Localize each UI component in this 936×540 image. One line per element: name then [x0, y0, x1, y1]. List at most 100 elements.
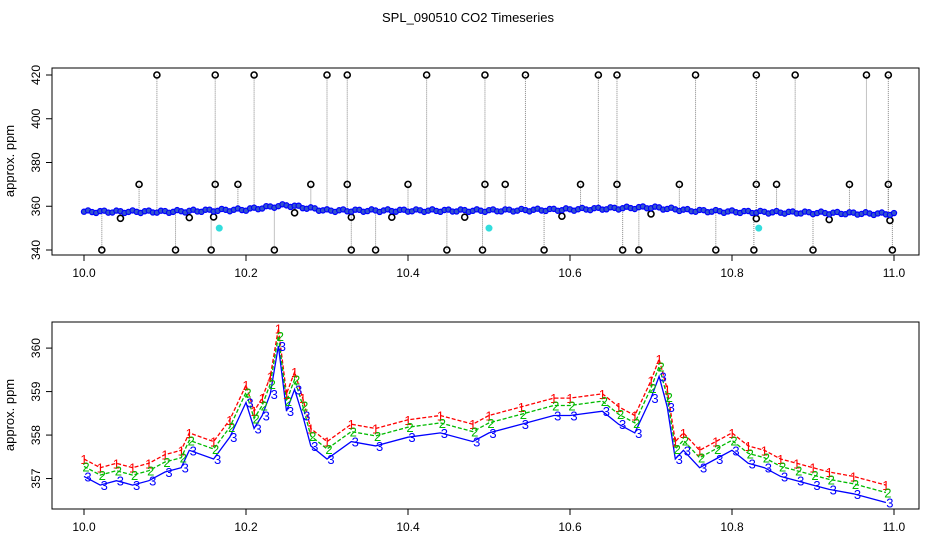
- bottom-x-tick-label: 11.0: [883, 520, 906, 534]
- series-2-marker: 2: [779, 459, 786, 474]
- series-3-marker: 3: [84, 469, 91, 484]
- series-2-marker: 2: [666, 390, 673, 405]
- series-3-marker: 3: [684, 443, 691, 458]
- series-2-marker: 2: [471, 425, 478, 440]
- series-3-marker: 3: [749, 456, 756, 471]
- bottom-axes: 10.0 10.2 10.4 10.6 10.8 11.0 357 358 359 360: [29, 338, 906, 534]
- bottom-x-tick-label: 10.2: [234, 520, 258, 534]
- series-3-marker: 3: [263, 409, 270, 424]
- series-2-marker: 2: [884, 485, 891, 500]
- mid-spike-point: [404, 180, 412, 189]
- near-baseline-point: [185, 213, 194, 222]
- series-2-marker: 2: [633, 416, 640, 431]
- series-3-marker: 3: [230, 430, 237, 445]
- series-1-marker: 1: [469, 417, 476, 432]
- low-spike-point: [98, 246, 106, 254]
- series-2-marker: 2: [601, 394, 608, 409]
- high-spike-point: [791, 71, 799, 79]
- low-spike-point: [711, 246, 720, 254]
- top-x-tick-label: 10.8: [720, 266, 744, 280]
- series-1-marker: 1: [178, 443, 185, 458]
- series-1-marker: 1: [97, 461, 104, 476]
- series-1-marker: 1: [291, 365, 298, 380]
- bottom-x-tick-label: 10.8: [720, 520, 744, 534]
- high-spike-point: [862, 71, 871, 79]
- series-3-marker: 3: [254, 422, 261, 437]
- near-baseline-point: [460, 213, 469, 221]
- series-2-marker: 2: [350, 425, 357, 440]
- series-2-marker: 2: [252, 412, 259, 427]
- series-3-marker: 3: [246, 395, 253, 410]
- series-1-marker: 1: [615, 400, 622, 415]
- series-3-marker: 3: [182, 461, 189, 476]
- low-spike-point: [809, 246, 817, 254]
- series-3-marker: 3: [489, 426, 496, 441]
- mid-spike-point: [675, 180, 684, 189]
- series-2-marker: 2: [439, 416, 446, 431]
- series-2-marker: 2: [277, 329, 284, 344]
- series-3-marker: 3: [441, 426, 448, 441]
- series-3-marker: 3: [214, 452, 221, 467]
- series-2-marker: 2: [828, 472, 835, 487]
- top-x-tick-label: 10.2: [234, 266, 258, 280]
- mid-spike-point: [884, 180, 893, 189]
- top-x-tick-label: 10.0: [72, 266, 96, 280]
- series-3-marker: 3: [327, 452, 334, 467]
- series-2-marker: 2: [82, 459, 89, 474]
- series-1-line: [83, 328, 887, 486]
- series-1-marker: 1: [672, 435, 679, 450]
- series-3-marker: 3: [190, 443, 197, 458]
- high-spike-point: [481, 71, 489, 79]
- series-1-marker: 1: [275, 322, 282, 337]
- series-1-marker: 1: [793, 456, 800, 471]
- top-panel: 10.0 10.2 10.4 10.6 10.8 11.0340360380400420 …: [2, 65, 920, 280]
- mid-spike-point: [234, 180, 242, 189]
- series-2-marker: 2: [487, 416, 494, 431]
- top-axes: 10.0 10.2 10.4 10.6 10.8 11.0 340 360 380 400 420: [29, 65, 906, 280]
- series-3-marker: 3: [303, 409, 310, 424]
- series-1-marker: 1: [372, 422, 379, 437]
- series-3-marker: 3: [279, 339, 286, 354]
- top-data-points: [80, 71, 898, 254]
- series-3-marker: 3: [797, 474, 804, 489]
- top-x-tick-label: 10.6: [558, 266, 582, 280]
- near-baseline-point: [647, 210, 655, 218]
- series-1-marker: 1: [809, 461, 816, 476]
- low-spike-point: [635, 246, 643, 254]
- series-2-marker: 2: [657, 359, 664, 374]
- series-1-marker: 1: [283, 387, 290, 402]
- bottom-y-axis-label: approx. ppm: [2, 379, 17, 451]
- series-1-marker: 1: [323, 435, 330, 450]
- mid-spike-point: [135, 180, 143, 189]
- series-1-marker: 1: [518, 400, 525, 415]
- series-2-marker: 2: [309, 429, 316, 444]
- series-2-marker: 2: [285, 394, 292, 409]
- series-3-marker: 3: [570, 409, 577, 424]
- bottom-y-tick-label: 358: [29, 425, 43, 445]
- mid-spike-point: [343, 180, 352, 189]
- high-spike-point: [521, 71, 530, 79]
- series-3-marker: 3: [271, 387, 278, 402]
- high-spike-point: [323, 71, 331, 79]
- series-3-marker: 3: [473, 435, 480, 450]
- series-2-marker: 2: [795, 464, 802, 479]
- series-3-marker: 3: [854, 487, 861, 502]
- bottom-series-lines: [83, 328, 887, 504]
- series-3-marker: 3: [117, 474, 124, 489]
- series-2-marker: 2: [520, 407, 527, 422]
- series-1-marker: 1: [882, 478, 889, 493]
- series-1-marker: 1: [129, 461, 136, 476]
- series-3-marker: 3: [659, 369, 666, 384]
- series-3-marker: 3: [700, 461, 707, 476]
- low-spike-point: [371, 246, 380, 254]
- high-spike-point: [691, 71, 700, 79]
- high-spike-point: [422, 71, 431, 79]
- series-1-marker: 1: [696, 443, 703, 458]
- series-2-marker: 2: [682, 433, 689, 448]
- series-3-marker: 3: [651, 391, 658, 406]
- mid-spike-point: [576, 180, 585, 189]
- series-1-marker: 1: [728, 426, 735, 441]
- series-1-marker: 1: [850, 469, 857, 484]
